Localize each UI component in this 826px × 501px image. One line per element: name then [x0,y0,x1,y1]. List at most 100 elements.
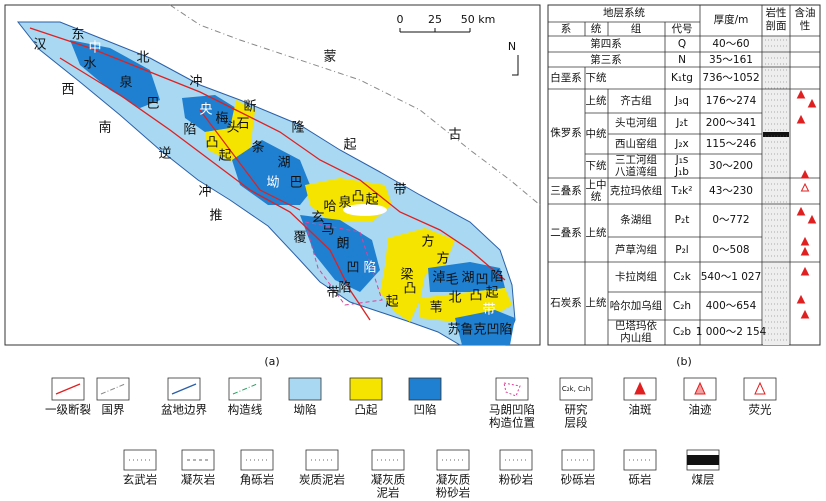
table-cell: P₂l [675,244,688,256]
map-label: 蒙 [323,50,336,65]
legend-label: 煤层 [692,473,715,487]
map-label: 隆 [291,121,304,136]
table-cell: 35～161 [709,54,753,66]
legend-box [495,377,529,401]
table-cell: 内山组 [620,331,652,344]
legend-symbol [503,382,521,397]
oil-mark [800,182,810,192]
table-cell: 下统 [586,159,607,172]
legend-box [349,377,383,401]
legend-box [240,449,274,471]
map-label: 巴 [289,176,302,191]
national-border [169,4,541,206]
table-cell: 上统 [586,94,607,107]
map-label: 带 [393,183,406,198]
map-label: 西 [61,83,74,98]
map-label: 泉 [338,195,351,211]
legend-box [305,449,339,471]
legend-box [371,449,405,471]
legend-icon-text: C₂k, C₂h [562,385,590,393]
table-cell: 齐古组 [620,94,652,107]
table-column-header: 代号 [672,23,693,35]
table-cell: 上统 [586,296,607,309]
table-cell: J₂t [675,117,687,129]
map-label: 坳 [266,176,279,191]
table-cell: 白垩系 [550,71,582,84]
shuiquan-sag [70,40,160,108]
table-header: 厚度/m [714,13,749,26]
map-label: 带 [482,303,495,318]
map-label: 陷 [490,270,503,285]
legend-symbol [634,381,646,395]
legend-label: 坳陷 [294,403,317,417]
table-cell: C₂b [673,326,692,338]
scale-label: 0 [397,13,404,26]
table-cell: J₁s [675,154,689,166]
table-cell: 哈尔加乌组 [610,299,663,312]
table-cell: J₁b [674,166,689,178]
table-header: 性 [800,19,811,32]
legend-symbol [694,381,706,395]
map-label: 汉 [33,38,46,53]
map-label: 泉 [119,75,132,91]
table-column-header: 组 [631,22,642,35]
oil-mark [800,309,810,319]
oil-mark [796,89,806,99]
legend-label: 构造位置 [489,416,535,430]
legend-box [559,377,593,401]
legend-symbol [171,383,197,395]
legend-label: 一级断裂 [45,403,91,417]
map-label: 湖 [461,271,474,286]
map-label: 淖 [432,271,445,286]
table-cell: T₂k² [671,185,693,197]
legend-label: 粉砂岩 [499,473,534,487]
table-cell: 石炭系 [550,297,582,309]
table-cell: 克拉玛依组 [610,184,663,197]
legend-label: 研究 [565,403,588,417]
map-label: 推 [209,209,222,224]
legend-label: 凝灰质 [371,473,406,487]
table-cell: C₂k [673,271,692,283]
legend-label: 马朗凹陷 [489,403,535,417]
suluke-sag [455,310,515,345]
map-label: 东 [71,28,84,43]
legend-label: 砂砾岩 [561,473,596,487]
table-cell: N [678,54,686,66]
table-cell: 第三系 [590,53,622,66]
table-cell: 540～1 027 [701,271,762,283]
table-cell: 八道湾组 [615,165,657,178]
oil-mark [800,169,810,179]
map-label: 方 [436,251,449,267]
map-label: 梁 [400,268,413,283]
legend-label: 国界 [102,403,125,417]
map-caption: (a) [264,355,279,368]
oil-mark [796,206,806,216]
table-cell: 卡拉岗组 [615,270,657,283]
map-label: 马 [321,223,334,238]
legend-label: 凝灰岩 [181,473,216,487]
lithology-column [763,36,789,345]
map-label: 苏鲁克凹陷 [447,322,512,338]
legend-box [561,449,595,471]
map-label: 凸 [403,282,416,297]
table-cell: 0～772 [712,214,749,226]
legend-label: 炭质泥岩 [299,473,345,487]
legend-box [288,377,322,401]
map-label: 水 [83,57,96,72]
legend-box [436,449,470,471]
oil-mark [796,294,806,304]
table-cell: 三叠系 [550,185,582,197]
map-label: 条 [251,140,264,156]
map-label: 起 [365,193,378,208]
table-header: 岩性 [766,6,787,19]
scale-label: 25 [428,13,442,26]
table-cell: 40～60 [712,38,749,50]
legend-symbol [687,455,719,465]
map-label: 凹 [475,273,488,288]
map-label: 陷 [363,261,376,276]
coal-band [763,132,789,137]
map-label: 起 [343,138,356,153]
